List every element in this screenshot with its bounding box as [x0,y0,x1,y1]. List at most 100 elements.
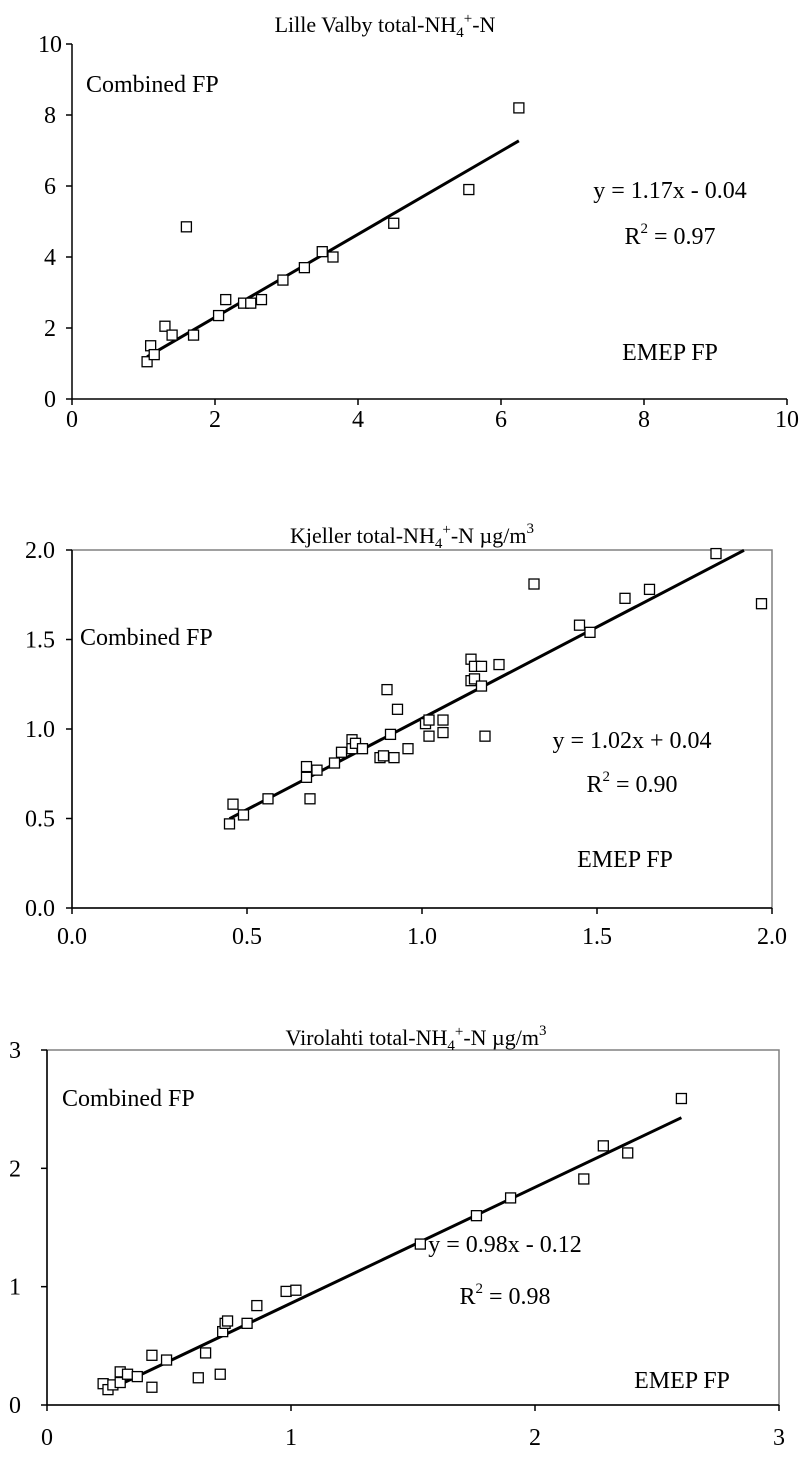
data-point [214,1368,226,1380]
data-point [384,728,397,741]
data-point [423,714,435,726]
data-point [241,1317,253,1329]
x-tick-label: 2 [529,1425,541,1451]
y-tick-label: 1.5 [25,628,55,654]
data-point [166,329,178,341]
data-point [414,1238,426,1250]
data-point [251,1299,263,1312]
chart-1: 0 2 4 6 8 10 0 2 4 6 8 10 Lille Valby total-NH4+-N Co… [38,11,799,433]
data-point [470,1210,483,1222]
data-point [622,1147,634,1159]
x-tick-label: 1.0 [407,924,437,950]
data-point [327,251,339,263]
data-point [146,1381,158,1393]
data-point [710,547,722,560]
x-tick-label: 0.0 [57,924,87,950]
data-point [388,217,400,229]
data-point [277,274,289,286]
data-point [131,1370,143,1383]
data-point [262,793,274,805]
x-tick-label: 1.5 [582,924,612,950]
data-point [311,764,323,776]
chart-title: Lille Valby total-NH4+-N [275,11,496,41]
data-point [479,730,491,742]
data-point [619,592,631,604]
data-point [146,1349,158,1361]
data-point [504,1192,517,1204]
data-point [300,771,313,783]
x-tick-label: 0 [66,407,78,433]
data-point [513,102,525,114]
x-tick-label: 0 [41,1425,53,1451]
y-tick-label: 10 [38,32,62,58]
regression-equation: y = 1.17x - 0.04 [593,178,747,204]
data-point [437,726,449,739]
data-point [141,356,153,368]
data-point [255,293,268,306]
data-point [643,583,656,596]
y-tick-label: 1.0 [25,717,55,743]
data-point [148,348,160,361]
y-tick-label: 2.0 [25,538,55,564]
data-point [493,658,505,671]
y-tick-label: 0.5 [25,807,55,833]
data-point [298,261,311,274]
x-tick-label: 2.0 [757,924,787,950]
data-point [675,1092,688,1105]
data-point [199,1347,212,1359]
r-squared-label: R2 = 0.90 [586,769,677,798]
data-point [423,730,435,742]
chart-2: 0.0 0.5 1.0 1.5 2.0 0.0 0.5 1.0 1.5 2.0 Kjeller to… [25,521,787,950]
y-tick-label: 4 [44,245,56,271]
x-tick-label: 2 [209,407,221,433]
chart-3: 0 1 2 3 0 1 2 3 Virolahti total-NH4+-N µg/m3 Comb… [9,1023,785,1451]
data-point [237,809,250,821]
data-point [245,297,257,309]
data-point [381,683,393,696]
y-tick-label: 2 [9,1156,21,1182]
y-tick-label: 2 [44,316,56,342]
chart-title: Virolahti total-NH4+-N µg/m3 [286,1023,547,1054]
y-tick-label: 0 [44,387,56,413]
data-point [114,1376,126,1389]
trend-line [146,139,520,359]
x-tick-label: 4 [352,407,364,433]
trend-line [107,1116,683,1392]
regression-equation: y = 1.02x + 0.04 [552,728,711,754]
data-point [584,626,596,638]
y-source-label: Combined FP [86,72,219,98]
y-source-label: Combined FP [80,625,213,651]
data-point [578,1173,590,1185]
data-point [391,703,404,715]
data-point [300,760,313,773]
data-point [475,680,488,692]
regression-equation: y = 0.98x - 0.12 [428,1232,582,1258]
y-tick-label: 3 [9,1038,21,1064]
data-point [227,798,239,810]
r-squared-label: R2 = 0.98 [459,1281,550,1310]
data-point [304,793,316,805]
data-point [221,1315,234,1327]
data-point [223,818,236,830]
data-point [316,246,328,258]
x-tick-label: 8 [638,407,650,433]
data-point [597,1140,609,1152]
y-tick-label: 1 [9,1275,21,1301]
data-point [377,750,390,762]
data-point [356,743,369,755]
data-point [121,1368,134,1380]
y-tick-label: 6 [44,174,56,200]
data-point [468,673,481,685]
data-point [528,578,540,590]
x-tick-label: 3 [773,1425,785,1451]
x-tick-label: 1 [285,1425,297,1451]
y-source-label: Combined FP [62,1086,195,1112]
y-tick-label: 0.0 [25,896,55,922]
data-point [475,660,488,672]
data-point [180,221,193,233]
data-point [463,183,475,196]
x-source-label: EMEP FP [634,1368,730,1394]
data-point [328,757,341,769]
x-source-label: EMEP FP [577,847,673,873]
